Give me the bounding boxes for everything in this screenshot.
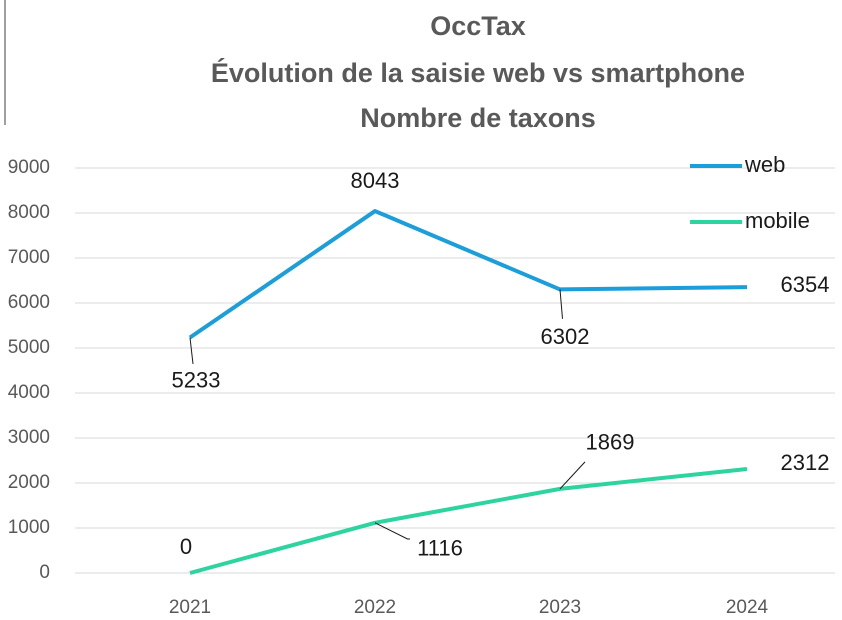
data-label: 5233	[172, 367, 221, 392]
y-tick-label: 7000	[8, 247, 50, 268]
data-label: 6302	[541, 324, 590, 349]
x-tick-label: 2021	[169, 597, 211, 618]
x-tick-label: 2023	[539, 597, 581, 618]
data-label: 1116	[417, 536, 463, 561]
series-line	[189, 466, 748, 575]
x-tick-label: 2022	[354, 597, 396, 618]
y-tick-label: 2000	[8, 472, 50, 493]
x-tick-label: 2024	[726, 597, 769, 618]
leader-line	[559, 289, 563, 319]
y-tick-label: 9000	[8, 157, 50, 178]
y-tick-label: 0	[39, 562, 50, 583]
legend-label: mobile	[745, 208, 810, 233]
chart-subtitle: Nombre de taxons	[360, 103, 596, 133]
chart-title: OccTax	[430, 11, 526, 41]
leader-line	[559, 461, 586, 490]
data-label: 2312	[781, 450, 830, 475]
y-tick-label: 6000	[8, 292, 50, 313]
y-tick-label: 1000	[8, 517, 50, 538]
data-label: 8043	[351, 168, 400, 193]
y-tick-label: 3000	[8, 427, 50, 448]
y-tick-label: 5000	[8, 337, 50, 358]
data-label: 1869	[586, 430, 635, 455]
chart-subtitle: Évolution de la saisie web vs smartphone	[211, 57, 745, 88]
leader-line	[189, 337, 194, 364]
data-label: 6354	[781, 272, 830, 297]
legend-label: web	[744, 152, 785, 177]
y-tick-label: 4000	[8, 382, 50, 403]
y-tick-label: 8000	[8, 202, 50, 223]
data-label: 0	[180, 534, 192, 559]
leader-line	[374, 522, 410, 540]
series-line	[188, 209, 748, 340]
